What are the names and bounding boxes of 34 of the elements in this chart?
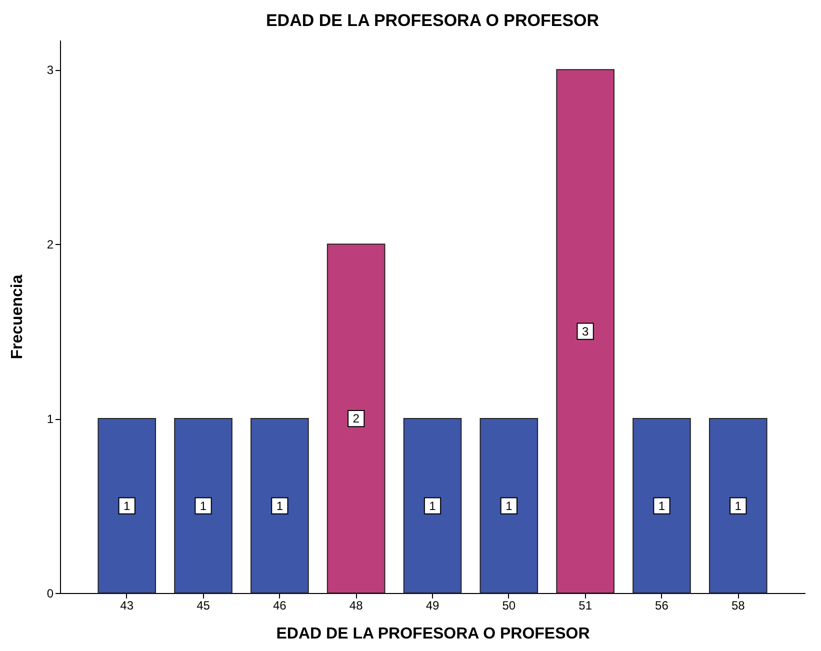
data-label: 3 <box>582 324 589 338</box>
data-label: 1 <box>658 498 666 513</box>
bar <box>250 418 309 594</box>
data-label: 1 <box>276 498 284 513</box>
bar <box>174 418 232 594</box>
x-tick-label: 58 <box>731 598 746 612</box>
x-tick-label: 50 <box>502 598 516 612</box>
x-tick-label: 56 <box>655 598 669 612</box>
x-tick-label: 43 <box>120 598 134 612</box>
data-label: 1 <box>506 498 513 513</box>
data-label: 2 <box>352 412 360 426</box>
data-label: 1 <box>124 498 131 513</box>
x-tick-label: 48 <box>349 598 364 612</box>
bar <box>403 418 462 594</box>
data-label: 1 <box>200 498 207 513</box>
bar <box>556 69 614 594</box>
y-tick-label: 1 <box>46 412 54 426</box>
x-tick-label: 45 <box>196 598 210 612</box>
bar <box>98 418 156 594</box>
x-tick-label: 51 <box>578 598 592 612</box>
bar <box>632 418 691 594</box>
y-tick-label: 3 <box>46 63 54 78</box>
x-axis-title: EDAD DE LA PROFESORA O PROFESOR <box>276 626 590 642</box>
chart-title: EDAD DE LA PROFESORA O PROFESOR <box>266 11 600 30</box>
data-label: 1 <box>429 498 436 513</box>
y-tick-label: 0 <box>46 586 54 600</box>
bar <box>326 244 386 594</box>
bar <box>480 418 538 594</box>
x-tick-label: 49 <box>426 598 440 612</box>
data-label: 1 <box>734 498 742 513</box>
bar <box>708 418 768 594</box>
y-axis-title: Frecuencia <box>8 274 26 360</box>
y-tick-label: 2 <box>46 238 54 252</box>
x-tick-label: 46 <box>273 598 287 612</box>
